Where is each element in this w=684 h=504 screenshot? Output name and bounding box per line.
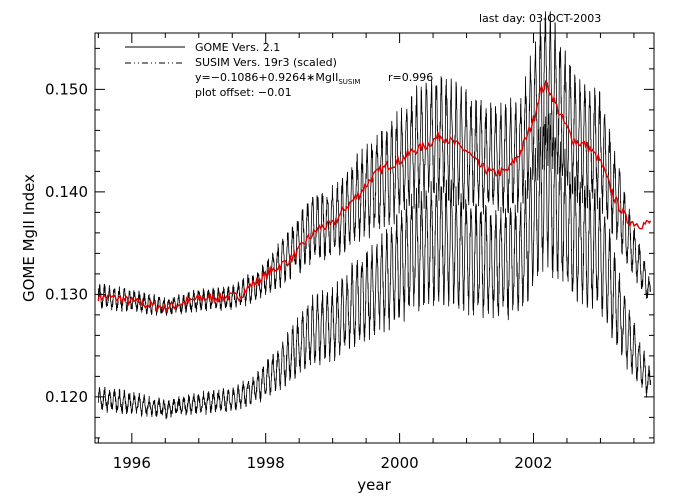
legend: GOME Vers. 2.1 SUSIM Vers. 19r3 (scaled)… [125,41,433,99]
x-tick-label: 2000 [381,454,419,472]
series-line-gome [97,11,651,316]
legend-equation-main: y=−0.1086+0.9264∗MgII [195,71,338,84]
x-tick-label: 1998 [247,454,285,472]
y-tick-label: 0.130 [45,285,88,303]
legend-equation: y=−0.1086+0.9264∗MgIISUSIM [195,71,360,86]
ticks-layer: 1996 1998 2000 2002 0.120 0.130 0.140 0.150 [45,33,654,472]
legend-plot-offset: plot offset: −0.01 [195,86,292,99]
y-axis-title: GOME MgII Index [20,174,38,302]
series-line-susim [97,79,652,314]
x-axis-title: year [357,476,391,494]
legend-label-gome: GOME Vers. 2.1 [195,41,280,54]
legend-label-susim: SUSIM Vers. 19r3 (scaled) [195,56,337,69]
x-tick-label: 1996 [113,454,151,472]
legend-r-value: r=0.996 [388,71,433,84]
plot-frame [94,32,655,444]
series-line-gome-offset [97,112,651,420]
y-tick-label: 0.140 [45,183,88,201]
legend-equation-subscript: SUSIM [338,78,360,86]
y-tick-label: 0.150 [45,80,88,98]
data-layer [97,11,652,420]
y-tick-label: 0.120 [45,388,88,406]
last-day-note: last day: 03-OCT-2003 [479,12,601,25]
x-tick-label: 2002 [514,454,552,472]
